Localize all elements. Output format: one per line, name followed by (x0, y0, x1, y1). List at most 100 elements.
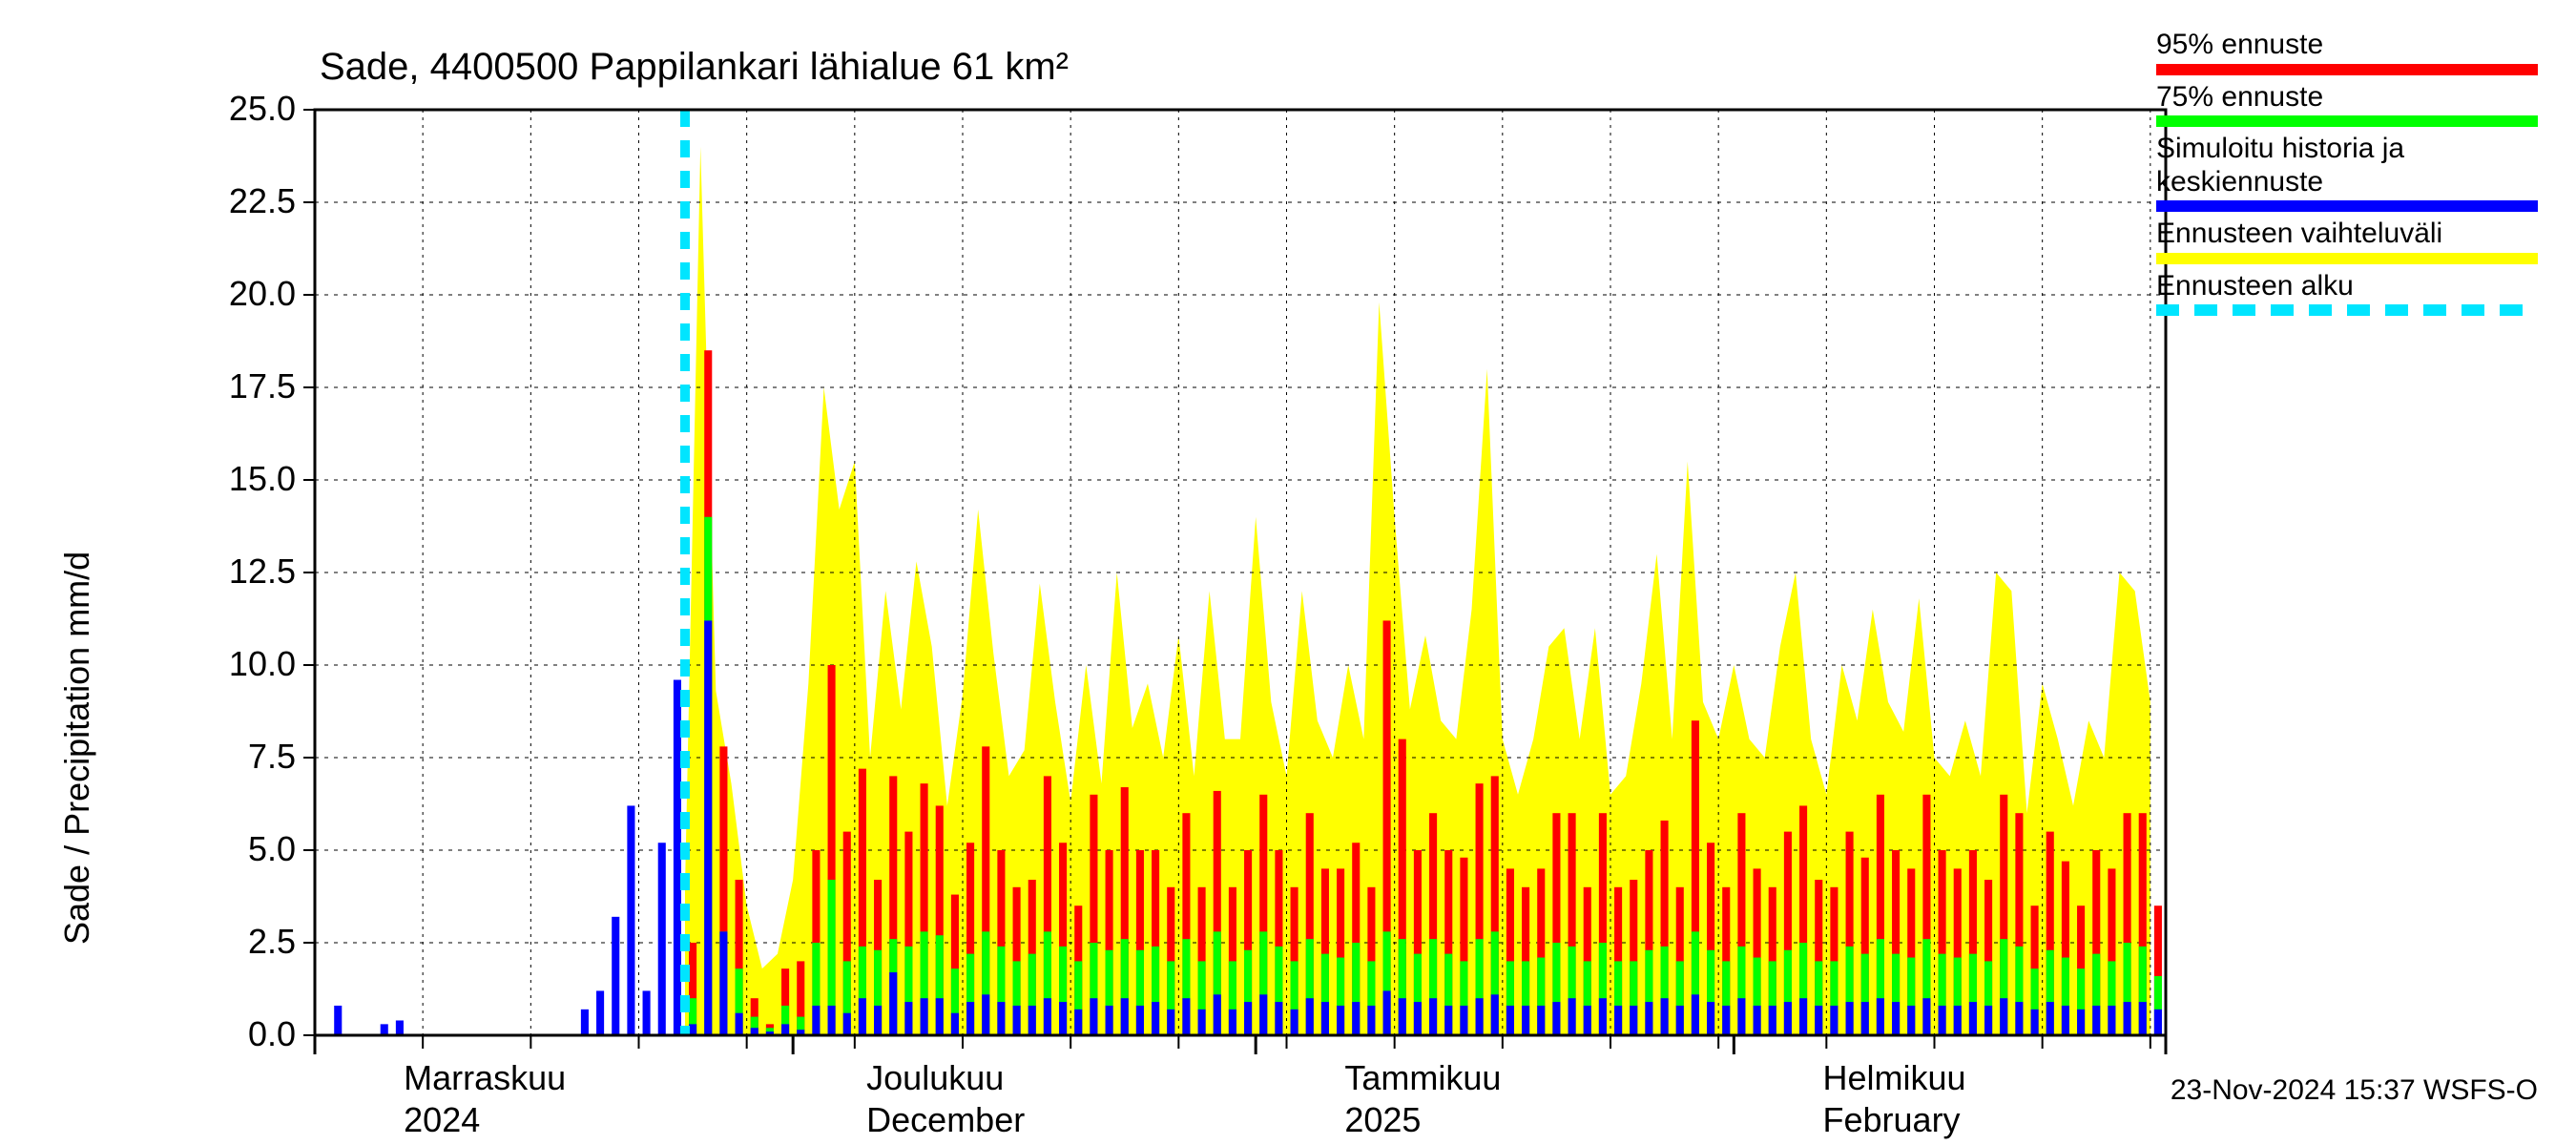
y-tick-label: 10.0 (191, 644, 296, 684)
legend-label: Simuloitu historia ja keskiennuste (2156, 133, 2538, 198)
y-tick-label: 15.0 (191, 459, 296, 499)
bar-median (658, 843, 666, 1035)
bar-median (2062, 1006, 2069, 1035)
legend-label: 95% ennuste (2156, 29, 2538, 62)
bar-median (1491, 994, 1499, 1035)
bar-median (921, 998, 928, 1035)
bar-median (1954, 1006, 1962, 1035)
bar-median (1939, 1006, 1946, 1035)
bar-median (1907, 1006, 1915, 1035)
y-tick-label: 2.5 (191, 922, 296, 962)
bar-median (1182, 998, 1190, 1035)
bar-median (1198, 1010, 1206, 1035)
y-tick-label: 17.5 (191, 366, 296, 406)
legend-label: Ennusteen alku (2156, 270, 2538, 303)
bar-median (2031, 1010, 2039, 1035)
bar-median (982, 994, 989, 1035)
bar-median (1830, 1006, 1838, 1035)
bar-median (874, 1006, 882, 1035)
bar-median (1599, 998, 1607, 1035)
bar-median (1106, 1006, 1113, 1035)
bar-median (1306, 998, 1314, 1035)
bar-median (1846, 1002, 1854, 1035)
bar-median (2015, 1002, 2023, 1035)
legend-entry: Simuloitu historia ja keskiennuste (2156, 133, 2538, 212)
bar-median (2108, 1006, 2115, 1035)
bar-median (936, 998, 944, 1035)
bar-median (1460, 1006, 1467, 1035)
bar-median (1367, 1006, 1375, 1035)
bar-median (1383, 990, 1391, 1035)
bar-median (1090, 998, 1097, 1035)
legend-swatch (2156, 64, 2538, 75)
bar-median (1692, 994, 1699, 1035)
legend-swatch (2156, 115, 2538, 127)
legend-swatch (2156, 253, 2538, 264)
bar-median (951, 1013, 959, 1035)
chart-container: Sade, 4400500 Pappilankari lähialue 61 k… (0, 0, 2576, 1145)
legend-swatch (2156, 304, 2538, 316)
bar-median (1229, 1010, 1236, 1035)
bar-median (674, 680, 681, 1035)
plot-area (296, 91, 2185, 1054)
y-tick-label: 20.0 (191, 274, 296, 314)
bar-median (904, 1002, 912, 1035)
bar-median (1028, 1006, 1036, 1035)
bar-median (1429, 998, 1437, 1035)
bar-median (704, 620, 712, 1035)
bar-median (1259, 994, 1267, 1035)
bar-median (1707, 1002, 1714, 1035)
y-tick-label: 0.0 (191, 1014, 296, 1054)
bar-median (1059, 1002, 1067, 1035)
legend-label: 75% ennuste (2156, 81, 2538, 114)
chart-title: Sade, 4400500 Pappilankari lähialue 61 k… (320, 46, 1069, 89)
bar-median (1984, 1006, 1992, 1035)
bar-median (1799, 998, 1807, 1035)
legend-label: Ennusteen vaihteluväli (2156, 218, 2538, 251)
x-label-sub: December (866, 1100, 1025, 1140)
bar-median (581, 1010, 589, 1035)
bar-median (612, 917, 619, 1035)
bar-median (1167, 1010, 1174, 1035)
bar-median (828, 1006, 836, 1035)
y-tick-label: 25.0 (191, 89, 296, 129)
bar-median (1892, 1002, 1900, 1035)
bar-median (1506, 1006, 1514, 1035)
y-tick-label: 12.5 (191, 552, 296, 592)
bar-median (396, 1020, 404, 1035)
bar-median (1784, 1002, 1792, 1035)
bar-median (966, 1002, 974, 1035)
bar-median (1552, 1002, 1560, 1035)
bar-median (2000, 998, 2007, 1035)
bar-median (1352, 1002, 1360, 1035)
bar-median (2124, 1002, 2131, 1035)
bar-median (1630, 1006, 1637, 1035)
bar-median (1568, 998, 1576, 1035)
bar-median (2077, 1010, 2085, 1035)
x-label-month: Joulukuu (866, 1058, 1004, 1098)
bar-median (1537, 1006, 1545, 1035)
x-label-sub: 2024 (404, 1100, 480, 1140)
bar-median (1769, 1006, 1776, 1035)
legend-entry: Ennusteen alku (2156, 270, 2538, 317)
footer-timestamp: 23-Nov-2024 15:37 WSFS-O (2171, 1074, 2538, 1107)
bar-median (1275, 1002, 1282, 1035)
bar-median (1444, 1006, 1452, 1035)
bar-median (1815, 1006, 1822, 1035)
x-label-month: Tammikuu (1344, 1058, 1501, 1098)
legend: 95% ennuste 75% ennuste Simuloitu historia… (2156, 29, 2538, 322)
bar-median (1584, 1006, 1591, 1035)
bar-median (1121, 998, 1129, 1035)
bar-median (889, 972, 897, 1035)
bar-median (1754, 1006, 1761, 1035)
bar-median (1476, 998, 1484, 1035)
bar-median (1861, 1002, 1869, 1035)
y-tick-label: 7.5 (191, 737, 296, 777)
bar-median (781, 1024, 789, 1035)
x-label-month: Helmikuu (1823, 1058, 1966, 1098)
bar-median (997, 1002, 1005, 1035)
bar-median (596, 990, 604, 1035)
bar-median (1399, 998, 1406, 1035)
bar-median (812, 1006, 820, 1035)
bar-median (1922, 998, 1930, 1035)
